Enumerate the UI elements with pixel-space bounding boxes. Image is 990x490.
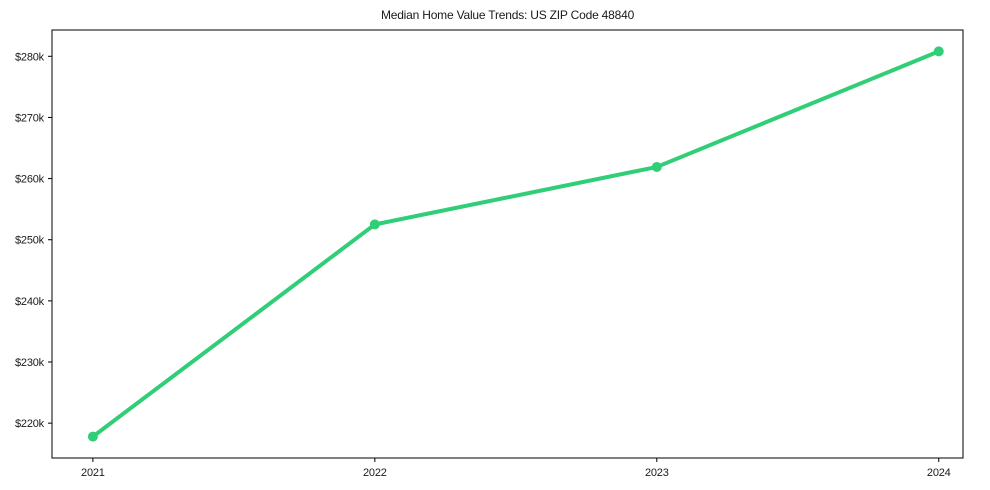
y-tick-label: $260k <box>15 174 45 186</box>
y-tick-label: $230k <box>15 357 45 369</box>
data-point-2023 <box>651 161 662 172</box>
plot-border <box>51 29 964 459</box>
chart-title: Median Home Value Trends: US ZIP Code 48… <box>380 8 635 22</box>
y-tick-label: $220k <box>15 418 45 430</box>
x-tick-label: 2024 <box>927 467 951 479</box>
data-point-2022 <box>369 219 380 230</box>
x-tick-label: 2023 <box>645 467 669 479</box>
y-tick-label: $240k <box>15 296 45 308</box>
x-tick-label: 2022 <box>363 467 387 479</box>
x-tick-label: 2021 <box>81 467 105 479</box>
data-point-2024 <box>933 46 944 57</box>
y-tick-label: $250k <box>15 235 45 247</box>
trend-line <box>90 49 941 439</box>
data-point-2021 <box>87 431 98 442</box>
y-tick-label: $280k <box>15 51 45 63</box>
y-tick-label: $270k <box>15 112 45 124</box>
